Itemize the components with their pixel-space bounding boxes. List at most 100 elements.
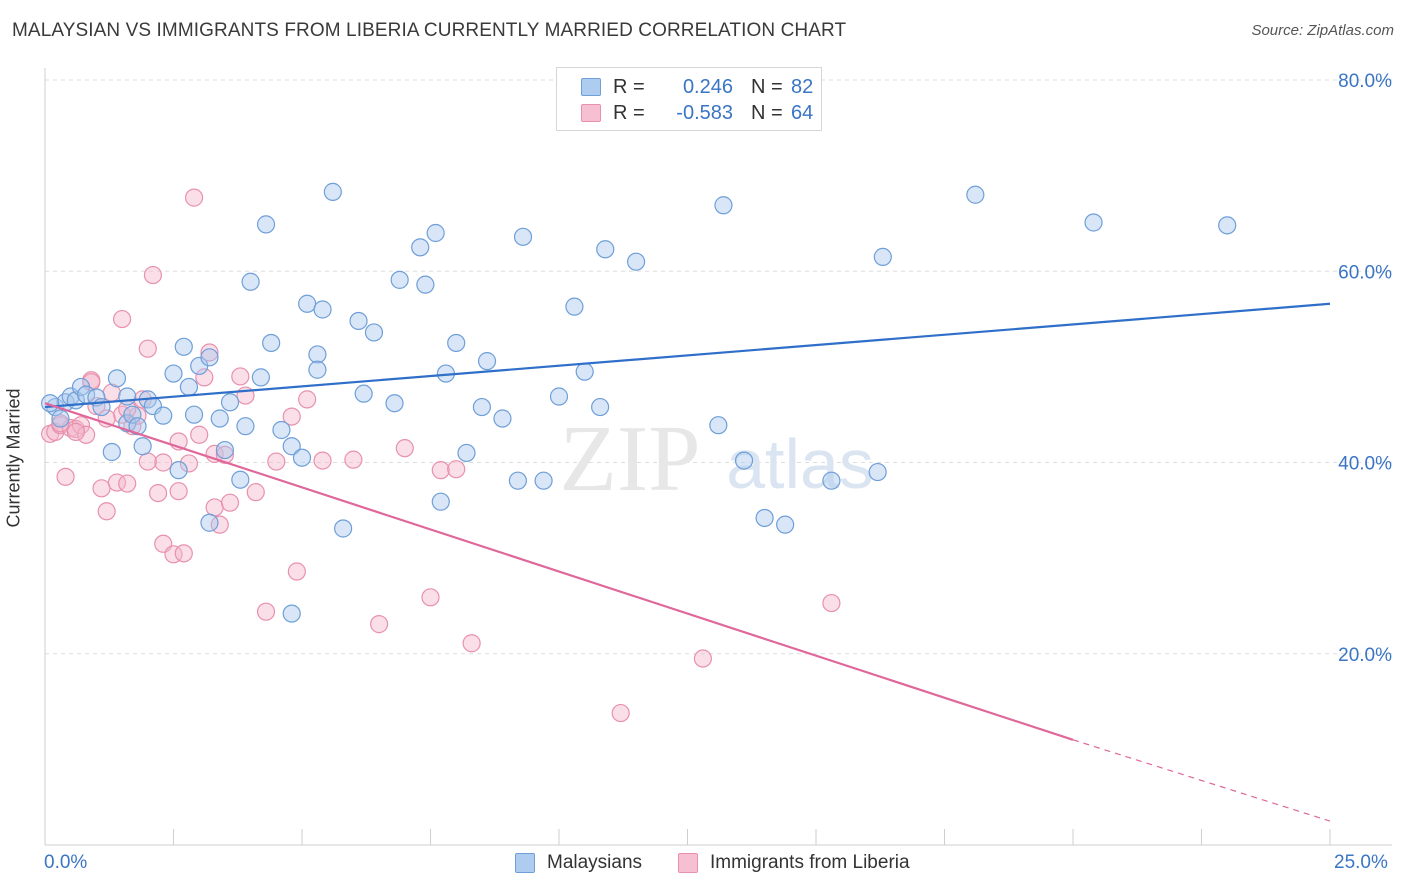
legend-n-value: 82 <box>791 75 814 98</box>
chart-title: MALAYSIAN VS IMMIGRANTS FROM LIBERIA CUR… <box>12 20 847 41</box>
y-tick-label: 40.0% <box>1338 454 1392 475</box>
malaysian-trend-line <box>44 302 1331 409</box>
y-axis-label-wrap: Currently Married <box>4 388 25 527</box>
legend-n-value: 64 <box>791 101 814 124</box>
liberia-point <box>822 593 841 613</box>
bottom-legend-swatch-blue <box>515 853 535 873</box>
malaysian-point <box>164 364 183 383</box>
liberia-point <box>143 265 163 285</box>
malaysian-point <box>549 387 569 406</box>
malaysian-point <box>575 362 594 381</box>
liberia-point <box>138 339 157 358</box>
watermark-atlas: atlas <box>726 425 874 503</box>
liberia-point <box>112 405 132 424</box>
liberia-point <box>267 452 286 471</box>
liberia-point <box>231 367 250 386</box>
bottom-legend-label-malaysians: Malaysians <box>547 852 643 873</box>
watermark-zip: ZIP <box>560 407 701 511</box>
malaysian-point <box>534 471 553 490</box>
liberia-point <box>693 649 713 668</box>
malaysian-point <box>709 416 728 435</box>
legend-n-label: N = <box>751 101 783 124</box>
y-axis-label: Currently Married <box>3 388 24 528</box>
liberia-point <box>447 460 466 479</box>
malaysian-point <box>308 360 327 379</box>
liberia-point <box>138 452 157 471</box>
liberia-points <box>41 188 841 723</box>
malaysian-point <box>390 270 409 289</box>
malaysian-point <box>292 448 312 467</box>
legend-r-value: -0.583 <box>676 101 733 124</box>
liberia-point <box>431 461 450 480</box>
legend-row-liberia: R = -0.583 N = 64 <box>581 101 813 125</box>
malaysian-point <box>174 337 193 356</box>
liberia-point <box>56 467 75 486</box>
malaysian-point <box>426 223 445 243</box>
malaysian-point <box>349 311 368 331</box>
malaysian-point <box>411 238 430 257</box>
malaysian-point <box>508 471 527 490</box>
malaysian-point <box>626 252 646 271</box>
malaysian-point <box>354 384 373 403</box>
bottom-legend-malaysians: Malaysians <box>515 852 642 874</box>
malaysian-point <box>241 272 260 291</box>
malaysian-point <box>714 196 733 215</box>
liberia-point <box>205 498 224 517</box>
malaysian-point <box>416 275 435 294</box>
liberia-point <box>344 450 363 469</box>
liberia-point <box>179 454 199 473</box>
malaysian-point <box>323 182 342 201</box>
malaysian-point <box>966 185 985 204</box>
malaysian-point <box>102 442 121 462</box>
malaysian-point <box>200 513 219 532</box>
malaysian-point <box>251 368 270 387</box>
malaysian-point <box>272 420 291 440</box>
bottom-legend: Malaysians Immigrants from Liberia <box>0 852 1406 878</box>
liberia-point <box>282 407 301 426</box>
malaysian-point <box>868 462 887 482</box>
malaysian-point <box>154 406 173 425</box>
malaysian-point <box>385 394 404 413</box>
malaysian-point <box>1218 216 1237 235</box>
liberia-point <box>92 479 111 498</box>
liberia-point <box>118 474 137 493</box>
liberia-point <box>421 588 440 607</box>
liberia-trend-line <box>44 402 1074 741</box>
liberia-point <box>97 502 116 521</box>
liberia-point <box>200 343 219 362</box>
malaysian-point <box>133 437 152 456</box>
malaysian-point <box>179 377 199 397</box>
liberia-point <box>370 615 389 634</box>
legend-r-value: 0.246 <box>682 75 733 98</box>
malaysian-point <box>200 348 219 367</box>
legend-row-malaysians: R = 0.246 N = 82 <box>581 75 813 99</box>
liberia-point <box>66 422 85 441</box>
liberia-point <box>169 482 188 501</box>
malaysian-point <box>734 451 754 470</box>
malaysian-point <box>313 300 332 319</box>
liberia-point <box>190 425 209 444</box>
axes <box>44 68 1392 846</box>
malaysian-point <box>472 397 491 417</box>
malaysian-point <box>282 604 301 623</box>
trend-lines <box>44 302 1331 822</box>
malaysian-point <box>220 393 240 412</box>
liberia-point <box>215 445 234 464</box>
malaysian-point <box>565 297 584 316</box>
malaysian-point <box>282 437 301 456</box>
liberia-point <box>174 544 193 563</box>
malaysian-point <box>755 508 774 528</box>
legend-n-label: N = <box>751 75 783 98</box>
legend-r-label: R = <box>613 75 645 98</box>
malaysian-point <box>822 471 841 490</box>
malaysian-point <box>210 409 229 428</box>
malaysian-point <box>1084 213 1103 232</box>
malaysian-point <box>107 369 127 388</box>
malaysian-point <box>118 387 137 406</box>
malaysian-point <box>776 515 795 534</box>
liberia-point <box>154 453 173 472</box>
malaysian-point <box>215 440 234 460</box>
malaysian-point <box>308 345 327 364</box>
malaysian-point <box>591 397 610 417</box>
